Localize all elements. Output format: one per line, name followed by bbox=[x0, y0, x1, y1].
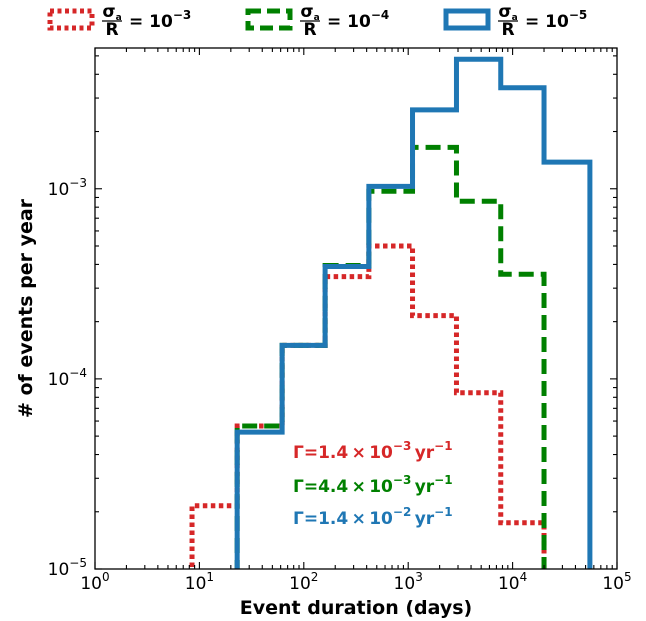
legend-fraction-denominator: R bbox=[303, 20, 316, 40]
legend-fraction-numerator: σa bbox=[102, 2, 121, 23]
legend-value: = 10−5 bbox=[525, 8, 587, 32]
x-axis-label: Event duration (days) bbox=[240, 597, 472, 619]
legend: σaR = 10−3 σaR = 10−4 σaR = 10−5 bbox=[47, 2, 587, 40]
series-line-3 bbox=[234, 56, 593, 569]
legend-fraction-numerator: σa bbox=[300, 2, 319, 23]
legend-value: = 10−4 bbox=[327, 8, 389, 32]
legend-item-2: σaR = 10−4 bbox=[245, 2, 389, 40]
rate-annotation-1: Γ=1.4 × 10−3 yr−1 bbox=[293, 439, 453, 463]
legend-swatch bbox=[443, 8, 491, 31]
series-layer bbox=[189, 56, 593, 569]
rate-annotations: Γ=1.4 × 10−3 yr−1 Γ=4.4 × 10−3 yr−1 Γ=1.4 … bbox=[293, 439, 453, 529]
legend-fraction-numerator: σa bbox=[498, 2, 517, 23]
legend-swatch bbox=[245, 8, 293, 31]
ticks-layer: 100 101 102 103 104 105 10−5 10−4 10−3 bbox=[48, 48, 632, 594]
x-tick-label: 100 bbox=[80, 570, 109, 594]
y-axis-label: # of events per year bbox=[15, 198, 37, 418]
legend-swatch bbox=[47, 8, 95, 31]
y-tick-label: 10−3 bbox=[48, 176, 87, 200]
x-tick-label: 102 bbox=[289, 570, 318, 594]
legend-item-3: σaR = 10−5 bbox=[443, 2, 587, 40]
y-tick-label: 10−5 bbox=[48, 556, 87, 580]
x-tick-label: 103 bbox=[394, 570, 423, 594]
legend-fraction-denominator: R bbox=[105, 20, 118, 40]
x-tick-label: 101 bbox=[185, 570, 214, 594]
legend-item-1: σaR = 10−3 bbox=[47, 2, 191, 40]
rate-annotation-2: Γ=4.4 × 10−3 yr−1 bbox=[293, 473, 453, 497]
rate-annotation-3: Γ=1.4 × 10−2 yr−1 bbox=[293, 505, 453, 529]
legend-fraction-denominator: R bbox=[501, 20, 514, 40]
x-tick-label: 104 bbox=[498, 570, 527, 594]
legend-value: = 10−3 bbox=[129, 8, 191, 32]
x-tick-label: 105 bbox=[602, 570, 631, 594]
y-tick-label: 10−4 bbox=[48, 366, 87, 390]
plot-frame bbox=[94, 47, 618, 570]
